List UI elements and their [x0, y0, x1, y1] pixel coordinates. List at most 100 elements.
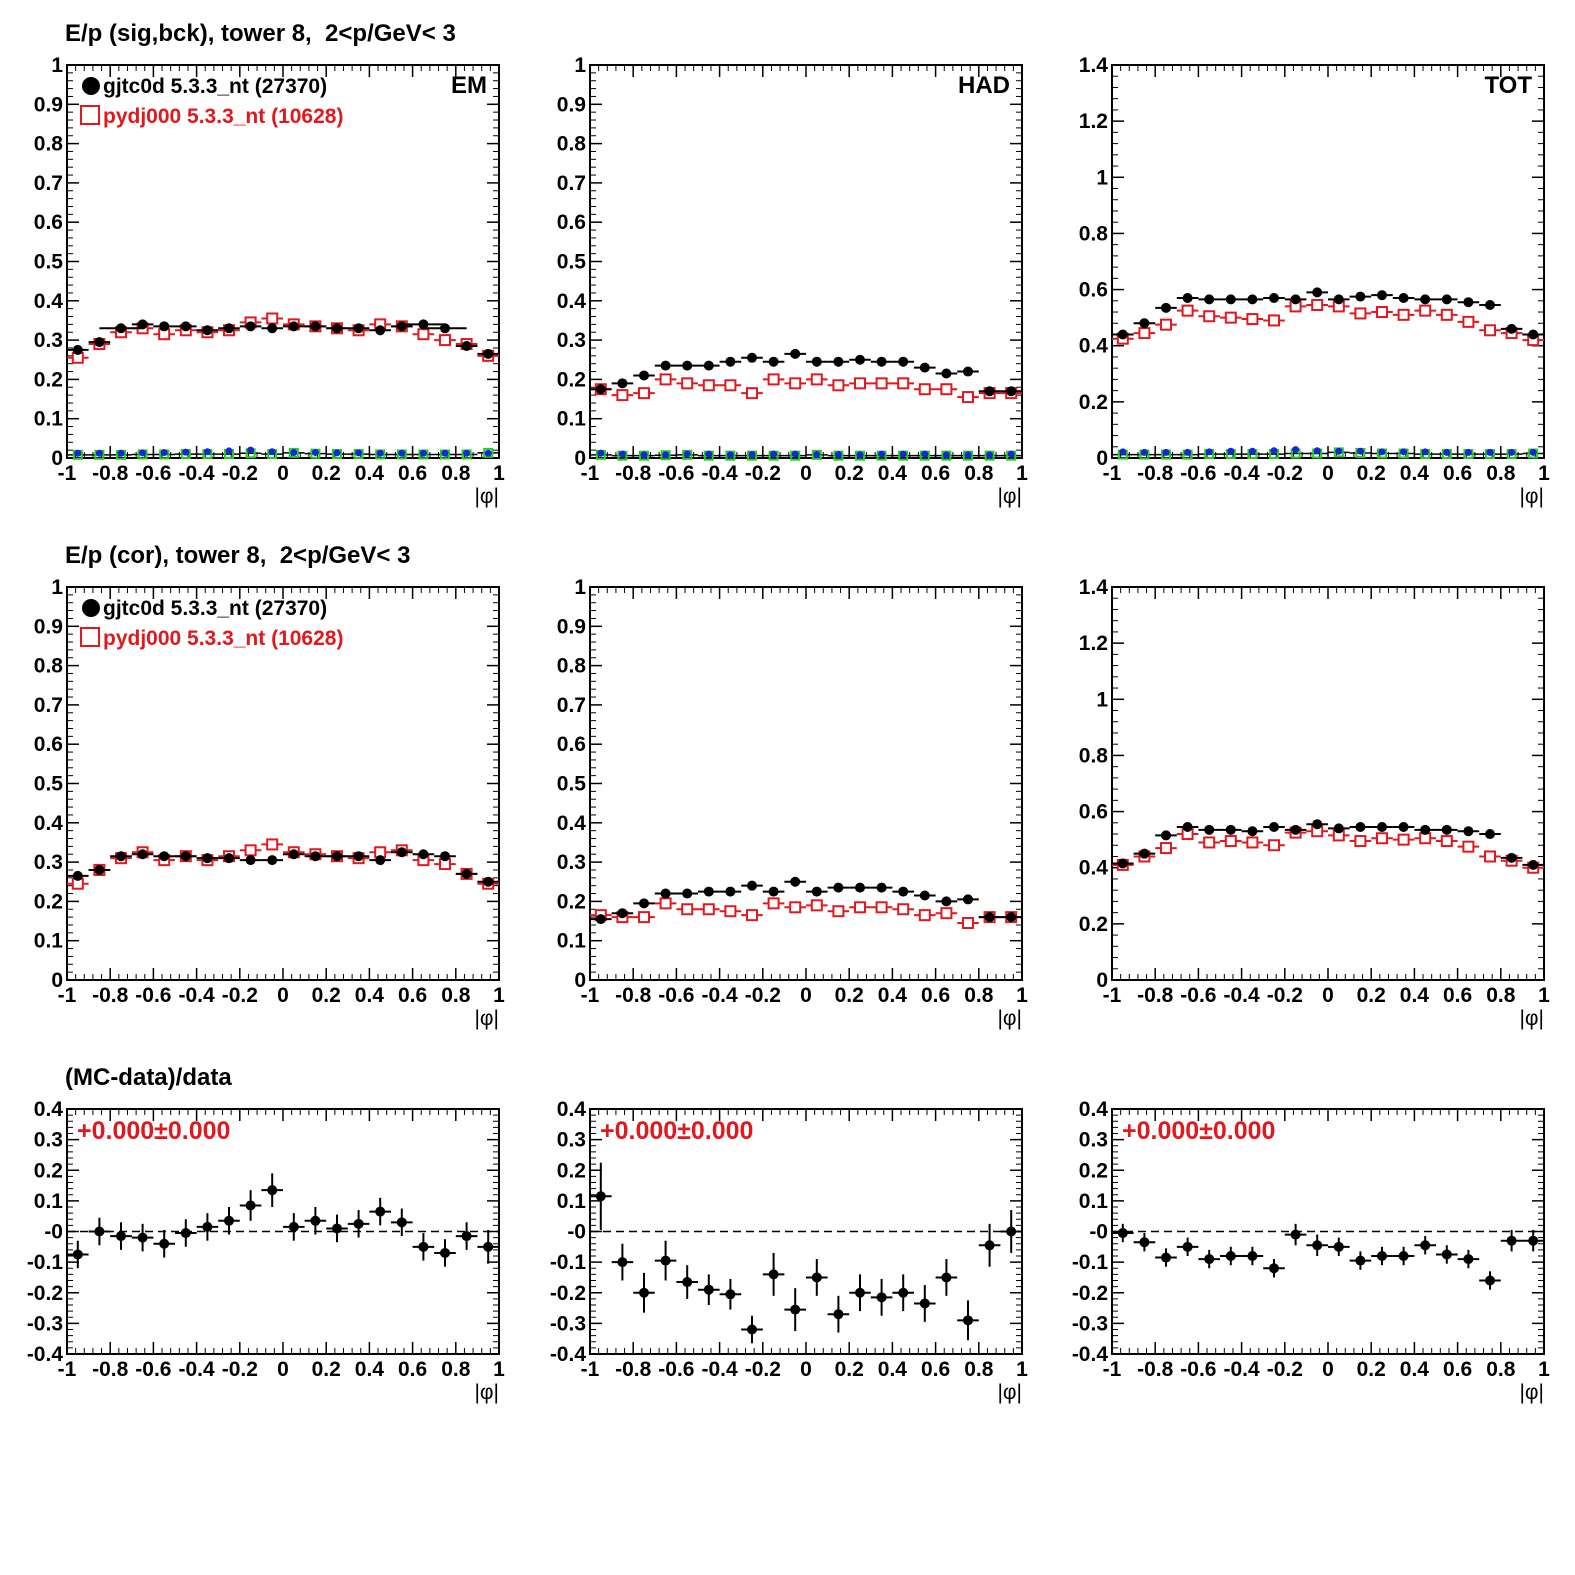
data-point: [332, 323, 342, 334]
ratio-point: [768, 1269, 779, 1280]
bck-point-blue: [268, 448, 276, 456]
ratio-point: [747, 1324, 757, 1335]
ratio-point: [288, 1221, 299, 1232]
data-point: [180, 851, 191, 862]
data-point: [72, 870, 83, 881]
x-tick-label: 1: [1538, 984, 1550, 1007]
y-tick-label: 0.3: [557, 329, 586, 352]
mc-point: [417, 328, 430, 341]
x-tick-label: 0.2: [1357, 462, 1386, 485]
bck-point-blue: [1184, 448, 1192, 456]
bck-point-blue: [942, 451, 950, 459]
ratio-point: [245, 1200, 256, 1211]
data-point: [811, 886, 822, 897]
x-tick-label: 0.8: [441, 1358, 471, 1381]
ratio-point: [660, 1255, 671, 1266]
data-point: [332, 851, 342, 862]
y-tick-label: 0.2: [34, 1159, 63, 1182]
x-tick-label: -0.4: [702, 984, 739, 1007]
ratio-point: [1485, 1275, 1495, 1286]
data-point: [1377, 290, 1387, 301]
ratio-point: [790, 1304, 801, 1315]
y-tick-label: 0.7: [557, 172, 586, 195]
y-tick-label: 0.2: [1079, 913, 1108, 936]
data-point: [375, 855, 386, 866]
mc-point: [897, 903, 910, 916]
y-tick-label: 0.1: [34, 930, 64, 953]
ratio-point: [116, 1231, 126, 1242]
y-tick-label: -0.4: [550, 1343, 587, 1366]
y-tick-label: 0.7: [34, 172, 63, 195]
x-axis-label: |φ|: [1519, 485, 1544, 508]
mc-point: [1160, 318, 1172, 331]
bck-point-blue: [1486, 448, 1494, 456]
y-tick-label: 1: [1096, 688, 1108, 711]
y-tick-label: 0.1: [557, 930, 587, 953]
ratio-point: [180, 1228, 191, 1239]
data-point: [725, 356, 736, 367]
x-tick-label: 0.8: [964, 984, 994, 1007]
x-tick-label: -1: [58, 984, 77, 1007]
ratio-point: [876, 1292, 887, 1303]
x-tick-label: -0.4: [702, 1358, 739, 1381]
x-tick-label: -0.4: [179, 984, 216, 1007]
bck-point-green: [811, 449, 822, 460]
ratio-point: [1377, 1251, 1387, 1261]
data-point: [941, 368, 952, 379]
bck-point-blue: [1270, 447, 1278, 455]
x-tick-label: 0.2: [835, 462, 864, 485]
data-point: [1182, 822, 1193, 833]
x-tick-label: 1: [1016, 1358, 1028, 1381]
panel-label: TOT: [1484, 72, 1532, 99]
data-point: [1528, 329, 1539, 340]
y-tick-label: -0.1: [1072, 1251, 1109, 1274]
x-tick-label: -0.8: [1137, 462, 1174, 485]
x-tick-label: 0: [800, 1358, 812, 1381]
data-point: [1333, 294, 1344, 305]
data-point: [595, 384, 606, 395]
bck-point-blue: [813, 450, 821, 458]
ratio-point: [595, 1191, 606, 1202]
ratio-point: [159, 1238, 170, 1249]
ratio-point: [483, 1241, 494, 1252]
x-tick-label: 0.2: [312, 462, 341, 485]
data-point: [1355, 822, 1366, 833]
data-point: [833, 882, 844, 893]
mc-point: [875, 377, 888, 390]
y-tick-label: 0.8: [557, 133, 587, 156]
data-point: [1355, 291, 1366, 302]
y-tick-label: 0.2: [557, 1159, 586, 1182]
data-point: [353, 323, 364, 334]
ratio-point: [1117, 1228, 1128, 1239]
y-tick-label: 0.4: [557, 1098, 587, 1121]
data-point: [1463, 826, 1474, 837]
data-point: [811, 356, 822, 367]
mc-point: [1462, 315, 1475, 328]
data-point: [180, 321, 191, 332]
data-point: [660, 888, 671, 899]
data-point: [876, 882, 887, 893]
bck-point-blue: [1140, 448, 1148, 456]
y-tick-label: 0.2: [34, 368, 63, 391]
x-tick-label: 0.8: [1486, 462, 1516, 485]
x-tick-label: 0.2: [312, 1358, 341, 1381]
data-point: [703, 886, 714, 897]
data-point: [267, 323, 278, 334]
x-tick-label: -0.2: [745, 1358, 781, 1381]
y-tick-label: 0.6: [34, 211, 63, 234]
bck-point-blue: [726, 451, 734, 459]
y-tick-label: 0.9: [557, 93, 586, 116]
mc-point: [638, 911, 650, 924]
data-point: [396, 321, 407, 332]
y-tick-label: -0.2: [1072, 1282, 1108, 1305]
x-tick-label: 0.6: [921, 1358, 950, 1381]
legend-marker-data: [82, 599, 100, 617]
data-point: [919, 362, 930, 373]
ratio-point: [963, 1315, 973, 1326]
plot-frame: [1111, 64, 1545, 459]
mc-point: [918, 909, 931, 922]
bck-point-blue: [705, 450, 713, 458]
row-title-ratio: (MC-data)/data: [65, 1064, 232, 1091]
data-point: [245, 855, 256, 866]
x-tick-label: -1: [1103, 462, 1122, 485]
